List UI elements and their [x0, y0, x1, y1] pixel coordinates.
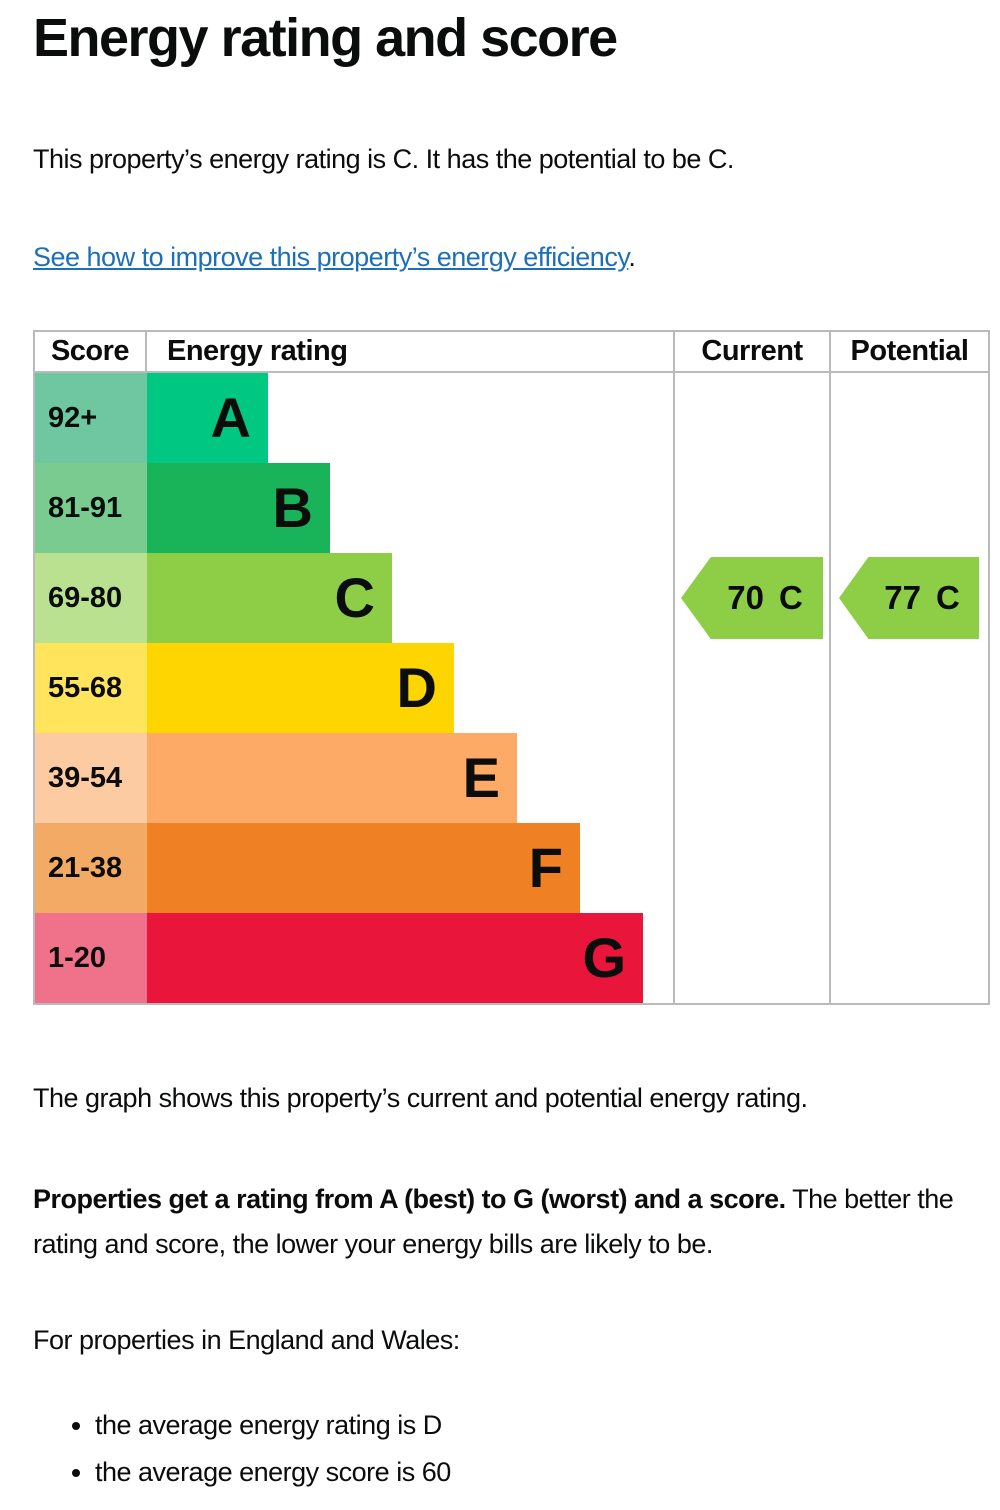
band-letter-a: A	[210, 386, 251, 449]
band-letter-c: C	[334, 566, 375, 629]
potential-rating-arrow: 77 C	[839, 557, 979, 639]
averages-list: the average energy rating is D the avera…	[33, 1403, 988, 1495]
band-letter-d: D	[396, 656, 437, 719]
band-letter-g: G	[582, 926, 626, 989]
band-bar-e: E	[147, 733, 517, 823]
graph-caption: The graph shows this property’s current …	[33, 1083, 808, 1113]
rating-explanation: Properties get a rating from A (best) to…	[33, 1177, 988, 1267]
energy-rating-chart: Score Energy rating Current Potential 70…	[33, 330, 990, 1005]
current-score-value: 70	[727, 579, 764, 616]
rating-cell-c: C	[147, 553, 675, 643]
score-range-e: 39-54	[35, 733, 147, 823]
score-range-b: 81-91	[35, 463, 147, 553]
band-bar-c: C	[147, 553, 392, 643]
intro-text: This property’s energy rating is C. It h…	[33, 144, 734, 174]
rating-cell-a: A	[147, 373, 675, 463]
potential-score-value: 77	[884, 579, 921, 616]
band-bar-d: D	[147, 643, 454, 733]
column-header-energy-rating: Energy rating	[147, 332, 675, 373]
rating-explanation-bold: Properties get a rating from A (best) to…	[33, 1184, 786, 1214]
average-rating-item: the average energy rating is D	[95, 1403, 988, 1448]
band-letter-b: B	[272, 476, 313, 539]
current-rating-column: 70 C	[675, 373, 831, 1003]
rating-cell-b: B	[147, 463, 675, 553]
improve-efficiency-line: See how to improve this property’s energ…	[33, 240, 988, 274]
score-range-d: 55-68	[35, 643, 147, 733]
rating-cell-f: F	[147, 823, 675, 913]
score-range-c: 69-80	[35, 553, 147, 643]
rating-explanation-rest: The better the rating and score, the low…	[33, 1184, 954, 1259]
energy-rating-page: Energy rating and score This property’s …	[0, 8, 990, 1495]
band-bar-g: G	[147, 913, 643, 1003]
potential-rating-column: 77 C	[831, 373, 988, 1003]
column-header-current: Current	[675, 332, 831, 373]
average-score-item: the average energy score is 60	[95, 1450, 988, 1495]
rating-cell-d: D	[147, 643, 675, 733]
score-range-g: 1-20	[35, 913, 147, 1003]
column-header-potential: Potential	[831, 332, 988, 373]
current-rating-letter: C	[778, 579, 803, 616]
score-range-f: 21-38	[35, 823, 147, 913]
score-range-a: 92+	[35, 373, 147, 463]
band-bar-b: B	[147, 463, 330, 553]
band-letter-f: F	[528, 836, 563, 899]
improve-efficiency-link[interactable]: See how to improve this property’s energ…	[33, 242, 629, 272]
rating-cell-g: G	[147, 913, 675, 1003]
band-letter-e: E	[462, 746, 500, 809]
regions-heading: For properties in England and Wales:	[33, 1325, 460, 1355]
band-bar-f: F	[147, 823, 580, 913]
band-bar-a: A	[147, 373, 268, 463]
current-rating-arrow: 70 C	[681, 557, 823, 639]
column-header-score: Score	[35, 332, 147, 373]
link-full-stop: .	[628, 242, 636, 272]
potential-rating-letter: C	[935, 579, 960, 616]
page-title: Energy rating and score	[33, 8, 618, 68]
rating-cell-e: E	[147, 733, 675, 823]
